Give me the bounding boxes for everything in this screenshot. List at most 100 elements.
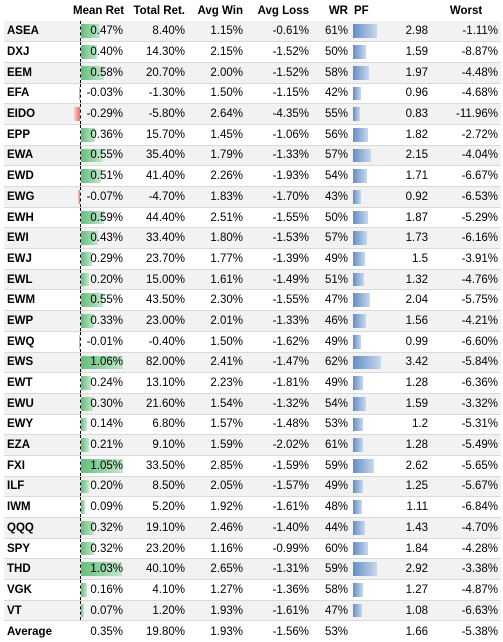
pf-value-cell: 1.25 — [383, 476, 431, 498]
mean-ret-value: 0.07% — [90, 604, 123, 617]
mean-ret-bar — [81, 355, 123, 370]
worst-cell: -4.70% — [431, 517, 501, 539]
pf-bar — [353, 355, 381, 370]
mean-ret-bar — [81, 479, 89, 494]
table-row: DXJ 0.40% 14.30% 2.15% -1.52% 50% 1.59 -8.87% — [4, 41, 501, 63]
average-label: Average — [4, 620, 70, 642]
wr-cell: 53% — [312, 414, 351, 436]
table-row: EWJ 0.29% 23.70% 1.77% -1.39% 49% 1.5 -3.91% — [4, 248, 501, 270]
total-ret-cell: 23.70% — [126, 248, 188, 270]
avg-win-cell: 1.93% — [188, 600, 246, 622]
table-row: THD 1.03% 40.10% 2.65% -1.31% 59% 2.92 -3.38% — [4, 558, 501, 581]
mean-ret-bar — [81, 396, 93, 411]
pf-bar — [353, 210, 369, 225]
mean-ret-axis — [80, 21, 81, 42]
worst-cell: -5.49% — [431, 434, 501, 456]
worst-cell: -3.91% — [431, 248, 501, 270]
mean-ret-axis — [80, 83, 81, 104]
total-ret-cell: 35.40% — [126, 145, 188, 167]
worst-cell: -5.29% — [431, 207, 501, 229]
header-worst: Worst — [449, 4, 483, 17]
avg-win-cell: 2.15% — [188, 41, 246, 63]
table-row: EEM 0.58% 20.70% 2.00% -1.52% 58% 1.97 -4.48% — [4, 62, 501, 84]
mean-ret-value: 0.36% — [90, 128, 123, 141]
avg-loss-cell: -0.99% — [246, 538, 312, 560]
pf-value-cell: 1.56 — [383, 310, 431, 332]
avg-win-cell: 1.77% — [188, 248, 246, 270]
pf-bar-cell — [351, 21, 383, 43]
avg-win-cell: 1.16% — [188, 538, 246, 560]
pf-bar-cell — [351, 124, 383, 146]
avg-loss-cell: -1.61% — [246, 496, 312, 518]
pf-bar-cell — [351, 352, 383, 374]
pf-bar-cell — [351, 165, 383, 187]
header-wr: WR — [328, 4, 348, 17]
mean-ret-axis — [80, 62, 81, 83]
average-mean-ret: 0.35% — [70, 620, 126, 642]
avg-win-cell: 1.15% — [188, 21, 246, 43]
mean-ret-bar — [81, 458, 123, 473]
table-row: EWM 0.55% 43.50% 2.30% -1.55% 47% 2.04 -5.75% — [4, 289, 501, 312]
ticker-cell: EWL — [4, 269, 70, 291]
avg-loss-cell: -1.40% — [246, 517, 312, 539]
pf-value-cell: 1.28 — [383, 372, 431, 394]
pf-bar — [353, 65, 370, 80]
mean-ret-axis — [80, 455, 81, 476]
pf-bar-cell — [351, 496, 383, 518]
mean-ret-bar — [81, 45, 97, 59]
mean-ret-value: -0.03% — [86, 87, 123, 100]
mean-ret-value: 0.33% — [90, 314, 123, 327]
mean-ret-value: 0.32% — [90, 542, 123, 555]
pf-value-cell: 3.42 — [383, 352, 431, 374]
mean-ret-axis — [80, 104, 81, 124]
avg-win-cell: 1.79% — [188, 145, 246, 167]
worst-cell: -5.65% — [431, 455, 501, 477]
pf-value-cell: 1.5 — [383, 248, 431, 270]
total-ret-cell: 5.20% — [126, 496, 188, 518]
pf-bar — [353, 521, 365, 535]
pf-value-cell: 0.92 — [383, 186, 431, 208]
mean-ret-value: 0.58% — [90, 66, 123, 79]
pf-bar — [353, 231, 368, 246]
avg-win-cell: 2.65% — [188, 558, 246, 581]
pf-value-cell: 2.04 — [383, 289, 431, 312]
worst-cell: -4.28% — [431, 538, 501, 560]
mean-ret-bar — [81, 562, 122, 577]
worst-cell: -5.31% — [431, 414, 501, 436]
mean-ret-value: 0.59% — [90, 211, 123, 224]
wr-cell: 48% — [312, 496, 351, 518]
pf-value-cell: 0.83 — [383, 103, 431, 125]
avg-loss-cell: -1.52% — [246, 62, 312, 84]
ticker-cell: SPY — [4, 538, 70, 560]
worst-cell: -8.87% — [431, 41, 501, 63]
worst-cell: -6.63% — [431, 600, 501, 622]
mean-ret-bar — [81, 210, 105, 225]
mean-ret-axis — [80, 166, 81, 186]
pf-bar-cell — [351, 558, 383, 581]
mean-ret-cell: 0.40% — [70, 41, 126, 63]
pf-value-cell: 2.98 — [383, 21, 431, 43]
pf-value-cell: 1.11 — [383, 496, 431, 518]
total-ret-cell: 15.70% — [126, 124, 188, 146]
pf-bar — [353, 562, 377, 577]
pf-value-cell: 0.96 — [383, 83, 431, 105]
avg-loss-cell: -1.62% — [246, 331, 312, 353]
total-ret-cell: 23.20% — [126, 538, 188, 560]
pf-bar — [353, 603, 362, 618]
avg-loss-cell: -0.61% — [246, 21, 312, 43]
ticker-cell: EIDO — [4, 103, 70, 125]
total-ret-cell: -1.30% — [126, 83, 188, 105]
mean-ret-value: 0.14% — [90, 418, 123, 431]
ticker-cell: FXI — [4, 455, 70, 477]
table-row: EWI 0.43% 33.40% 1.80% -1.53% 57% 1.73 -6.16% — [4, 227, 501, 250]
pf-value-cell: 1.73 — [383, 227, 431, 250]
mean-ret-value: 0.51% — [90, 170, 123, 183]
mean-ret-cell: 0.55% — [70, 145, 126, 167]
wr-cell: 49% — [312, 372, 351, 394]
ticker-cell: EWP — [4, 310, 70, 332]
avg-loss-cell: -1.39% — [246, 248, 312, 270]
pf-value-cell: 1.71 — [383, 165, 431, 187]
pf-value-cell: 1.84 — [383, 538, 431, 560]
worst-cell: -6.53% — [431, 186, 501, 208]
mean-ret-bar — [81, 314, 95, 328]
